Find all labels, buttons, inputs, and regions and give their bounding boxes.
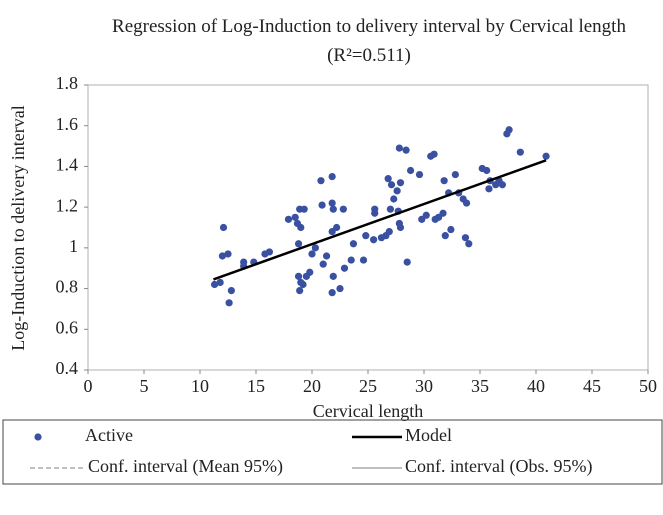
- data-point: [451, 170, 459, 179]
- data-point: [347, 256, 355, 264]
- x-tick-label: 10: [191, 376, 209, 396]
- data-point: [340, 264, 349, 272]
- data-point: [430, 150, 438, 158]
- data-point: [339, 205, 347, 213]
- data-point: [439, 209, 447, 217]
- y-tick-label: 1: [69, 236, 78, 256]
- data-point: [396, 223, 405, 232]
- y-tick-label: 0.8: [56, 277, 79, 297]
- data-point: [333, 223, 341, 232]
- data-point: [415, 170, 424, 179]
- x-tick-label: 40: [527, 376, 545, 396]
- data-point: [294, 240, 303, 248]
- data-point: [505, 126, 513, 134]
- data-point: [385, 227, 393, 236]
- data-point: [329, 272, 337, 280]
- data-point: [210, 280, 219, 289]
- x-tick-label: 45: [583, 376, 601, 396]
- data-point: [311, 244, 319, 252]
- data-point: [319, 260, 327, 268]
- data-point: [328, 289, 336, 297]
- data-point: [328, 173, 336, 181]
- y-tick-label: 1.4: [56, 155, 79, 175]
- legend-box: [2, 419, 663, 485]
- x-tick-label: 15: [247, 376, 265, 396]
- data-point: [322, 252, 331, 260]
- x-tick-label: 5: [140, 376, 149, 396]
- x-tick-label: 30: [415, 376, 433, 396]
- legend-marker: [34, 433, 42, 441]
- data-point: [396, 179, 405, 187]
- data-point: [294, 272, 303, 280]
- data-point: [462, 199, 471, 207]
- data-point: [291, 213, 299, 221]
- data-point: [422, 211, 430, 219]
- data-point: [441, 232, 449, 240]
- data-point: [403, 258, 411, 266]
- y-tick-label: 1.8: [56, 73, 79, 93]
- y-tick-label: 1.2: [56, 195, 79, 215]
- x-axis-title: Cervical length: [313, 401, 423, 421]
- data-point: [296, 287, 304, 295]
- data-point: [371, 205, 379, 213]
- data-point: [384, 175, 392, 183]
- data-point: [308, 250, 316, 258]
- data-point: [328, 199, 336, 207]
- data-point: [299, 280, 307, 289]
- data-point: [225, 299, 233, 307]
- y-tick-label: 0.6: [56, 317, 79, 337]
- data-point: [284, 215, 293, 223]
- data-point: [224, 250, 232, 258]
- data-point: [216, 278, 224, 287]
- data-point: [349, 240, 358, 248]
- data-point: [498, 181, 506, 189]
- data-point: [329, 205, 337, 213]
- data-point: [406, 166, 415, 175]
- data-point: [227, 287, 235, 295]
- plot-frame: [87, 84, 649, 371]
- data-point: [395, 144, 403, 152]
- data-point: [390, 195, 398, 203]
- x-tick-label: 20: [303, 376, 321, 396]
- legend-label: Active: [85, 425, 133, 445]
- data-point: [440, 177, 448, 185]
- data-point: [485, 185, 493, 193]
- regression-line: [213, 159, 547, 281]
- legend-label: Model: [405, 425, 452, 445]
- data-point: [359, 256, 368, 264]
- data-point: [461, 234, 470, 242]
- y-tick-label: 1.6: [56, 114, 79, 134]
- x-tick-label: 25: [359, 376, 377, 396]
- data-point: [370, 236, 378, 244]
- legend-label: Conf. interval (Mean 95%): [88, 456, 283, 477]
- data-point: [465, 240, 473, 248]
- data-point: [317, 177, 325, 185]
- data-point: [306, 268, 314, 276]
- x-tick-label: 0: [84, 376, 93, 396]
- data-point: [447, 225, 455, 234]
- data-point: [542, 152, 550, 160]
- data-point: [387, 181, 396, 189]
- x-tick-label: 50: [639, 376, 657, 396]
- data-point: [386, 205, 394, 213]
- data-point: [483, 166, 491, 175]
- y-axis-title: Log-Induction to delivery interval: [8, 105, 28, 350]
- x-tick-label: 35: [471, 376, 489, 396]
- data-point: [516, 148, 524, 156]
- data-point: [393, 187, 401, 195]
- data-point: [297, 223, 305, 232]
- data-point: [318, 201, 326, 209]
- legend-label: Conf. interval (Obs. 95%): [405, 456, 592, 477]
- data-point: [300, 205, 308, 213]
- data-point: [336, 284, 344, 293]
- y-tick-label: 0.4: [56, 358, 79, 378]
- data-point: [362, 232, 370, 240]
- chart-title: Regression of Log-Induction to delivery …: [112, 16, 626, 66]
- data-point: [265, 248, 274, 256]
- data-point: [219, 223, 228, 232]
- data-point: [402, 146, 410, 154]
- data-point: [218, 252, 226, 260]
